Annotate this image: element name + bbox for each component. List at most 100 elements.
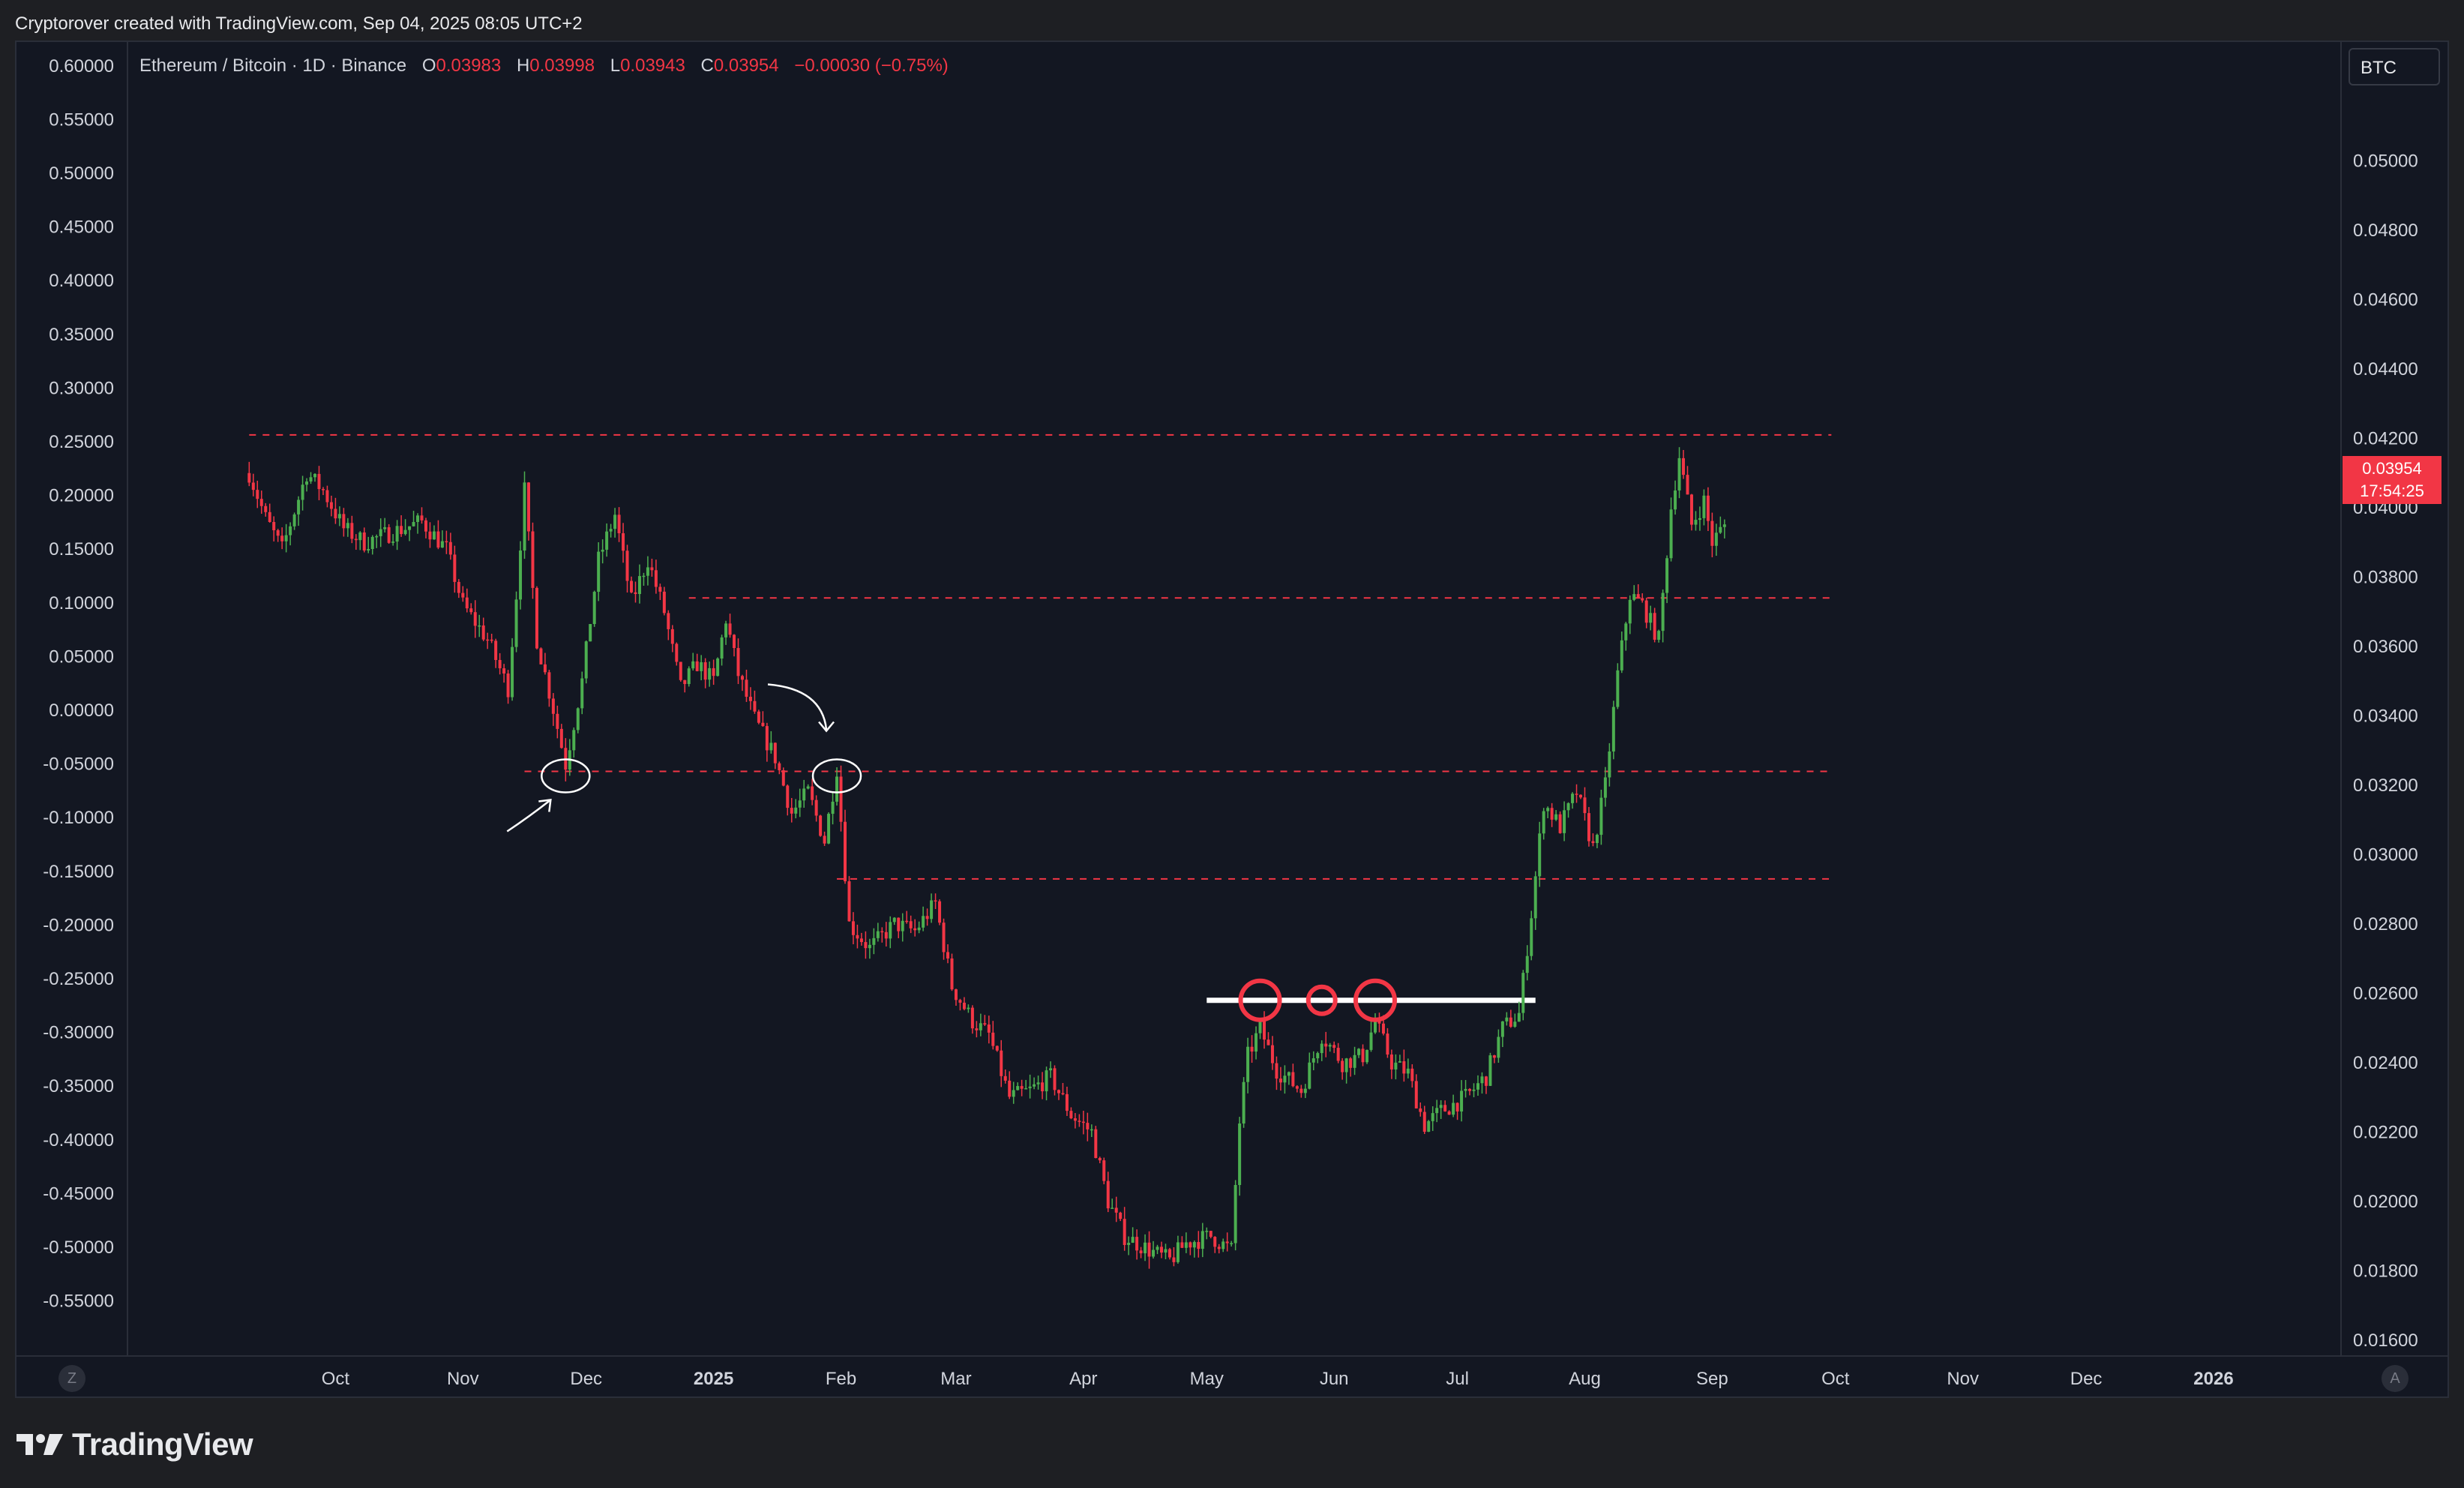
candle-body bbox=[473, 612, 477, 626]
candle-body bbox=[1061, 1093, 1065, 1095]
right-axis-tick-label: 0.02600 bbox=[2353, 984, 2418, 1004]
candle-body bbox=[1698, 518, 1701, 520]
candle-body bbox=[1571, 794, 1575, 803]
candle-body bbox=[695, 661, 699, 671]
candle-body bbox=[930, 900, 934, 920]
candle-body bbox=[1587, 813, 1590, 842]
candle-body bbox=[305, 481, 309, 485]
left-axis-tick-label: 0.25000 bbox=[49, 432, 114, 452]
auto-scale-right-button[interactable]: A bbox=[2382, 1365, 2409, 1392]
candle-body bbox=[1094, 1129, 1098, 1159]
candle-body bbox=[1530, 918, 1533, 956]
candle-body bbox=[1554, 814, 1558, 820]
candle-body bbox=[1090, 1129, 1093, 1131]
candle-body bbox=[428, 531, 432, 540]
candle-body bbox=[358, 532, 362, 541]
candle-body bbox=[691, 661, 695, 669]
candle-body bbox=[679, 662, 682, 680]
left-axis-tick-label: 0.60000 bbox=[49, 56, 114, 76]
candle-body bbox=[1579, 794, 1583, 798]
time-axis-label: Aug bbox=[1569, 1369, 1601, 1389]
candle-body bbox=[831, 801, 835, 814]
candle-body bbox=[453, 554, 457, 582]
right-axis-tick-label: 0.03400 bbox=[2353, 706, 2418, 727]
candle-body bbox=[1620, 640, 1623, 670]
candle-body bbox=[740, 676, 744, 680]
candle-body bbox=[1649, 613, 1653, 623]
candle-body bbox=[1283, 1076, 1287, 1083]
candle-body bbox=[1123, 1219, 1126, 1245]
candle-body bbox=[387, 526, 391, 543]
candle-body bbox=[346, 523, 349, 529]
candle-body bbox=[1189, 1242, 1192, 1248]
candle-body bbox=[1102, 1160, 1106, 1181]
right-axis-tick-label: 0.04600 bbox=[2353, 290, 2418, 310]
candle-body bbox=[1373, 1021, 1377, 1033]
candle-body bbox=[1563, 810, 1566, 833]
left-axis-tick-label: 0.50000 bbox=[49, 164, 114, 184]
candle-body bbox=[1209, 1231, 1213, 1238]
left-axis-tick-label: 0.40000 bbox=[49, 271, 114, 291]
candle-body bbox=[761, 722, 765, 727]
time-axis-label: Feb bbox=[826, 1369, 856, 1389]
left-axis-tick-label: -0.05000 bbox=[43, 754, 114, 775]
candle-body bbox=[592, 592, 596, 625]
candle-body bbox=[1020, 1086, 1024, 1089]
candle-body bbox=[1406, 1068, 1410, 1074]
open-label: O bbox=[421, 56, 436, 76]
symbol-title[interactable]: Ethereum / Bitcoin · 1D · Binance bbox=[139, 56, 407, 76]
candle-body bbox=[1033, 1084, 1036, 1087]
tradingview-mark-icon bbox=[16, 1434, 63, 1455]
arrow-annotation bbox=[767, 683, 828, 730]
candle-body bbox=[1365, 1049, 1369, 1063]
candle-body bbox=[1419, 1108, 1422, 1112]
candle-body bbox=[362, 532, 366, 550]
candle-body bbox=[256, 490, 259, 500]
candle-body bbox=[675, 644, 679, 662]
left-axis-tick-label: 0.20000 bbox=[49, 486, 114, 506]
candle-body bbox=[1710, 520, 1714, 546]
candle-body bbox=[1278, 1078, 1282, 1083]
candle-body bbox=[514, 599, 518, 647]
chart-panel[interactable] bbox=[15, 40, 2449, 1398]
candle-body bbox=[950, 958, 954, 990]
candle-body bbox=[584, 641, 588, 679]
currency-badge[interactable]: BTC bbox=[2349, 48, 2440, 86]
close-value: 0.03954 bbox=[713, 56, 779, 76]
candle-body bbox=[1324, 1043, 1328, 1047]
close-label: C bbox=[700, 56, 714, 76]
candle-body bbox=[1144, 1242, 1147, 1254]
candle-body bbox=[1431, 1113, 1434, 1121]
candle-body bbox=[502, 668, 506, 674]
candle-body bbox=[1028, 1086, 1032, 1088]
left-axis-tick-label: -0.10000 bbox=[43, 808, 114, 828]
candle-body bbox=[1632, 594, 1636, 600]
candle-body bbox=[851, 921, 855, 935]
candle-body bbox=[975, 1028, 979, 1030]
candle-body bbox=[1106, 1180, 1110, 1209]
candle-body bbox=[724, 623, 728, 638]
candle-body bbox=[769, 742, 773, 751]
candle-body bbox=[1427, 1120, 1431, 1132]
candle-body bbox=[457, 581, 460, 593]
candle-body bbox=[1500, 1021, 1504, 1037]
left-axis-tick-label: 0.15000 bbox=[49, 539, 114, 560]
candle-body bbox=[1000, 1050, 1003, 1076]
candle-body bbox=[1205, 1231, 1209, 1232]
auto-scale-left-button[interactable]: Z bbox=[58, 1365, 85, 1392]
time-axis-label: Mar bbox=[940, 1369, 971, 1389]
candle-body bbox=[1275, 1063, 1278, 1079]
candle-body bbox=[1065, 1094, 1069, 1112]
candle-body bbox=[1159, 1246, 1163, 1253]
candle-body bbox=[1538, 833, 1542, 877]
candle-body bbox=[1636, 594, 1640, 598]
candle-body bbox=[580, 678, 584, 709]
candle-body bbox=[942, 922, 946, 952]
candle-body bbox=[720, 637, 724, 659]
candle-body bbox=[1024, 1088, 1028, 1090]
candle-body bbox=[637, 576, 641, 594]
candle-body bbox=[1653, 613, 1656, 640]
candle-body bbox=[1328, 1045, 1332, 1047]
candle-body bbox=[412, 521, 415, 526]
